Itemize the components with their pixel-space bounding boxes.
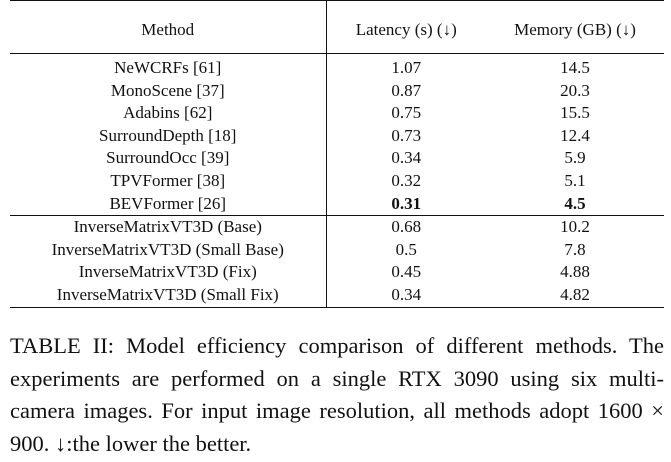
caption-text: Model efficiency comparison of different… xyxy=(10,333,664,456)
cell-method: InverseMatrixVT3D (Small Base) xyxy=(10,238,327,262)
table-row: TPVFormer [38] 0.32 5.1 xyxy=(10,169,664,193)
cell-memory: 10.2 xyxy=(560,217,590,237)
cell-latency: 0.73 xyxy=(391,125,422,145)
table-row: MonoScene [37] 0.87 20.3 xyxy=(10,79,664,103)
cell-latency: 0.5 xyxy=(395,239,417,259)
cell-latency: 0.75 xyxy=(391,103,422,123)
caption-label: TABLE II: xyxy=(10,333,114,358)
cell-memory: 12.4 xyxy=(560,125,590,145)
header-latency: Latency (s) (↓) xyxy=(326,0,486,54)
cell-latency: 1.07 xyxy=(391,58,422,77)
cell-latency: 0.34 xyxy=(391,148,422,168)
cell-latency: 0.32 xyxy=(391,170,422,190)
cell-memory: 4.82 xyxy=(486,283,664,308)
cell-latency: 0.87 xyxy=(391,80,422,100)
cell-memory: 4.5 xyxy=(486,192,664,217)
cell-memory: 14.5 xyxy=(560,58,590,77)
cell-latency: 0.45 xyxy=(391,262,422,282)
cell-method: InverseMatrixVT3D (Base) xyxy=(10,215,327,239)
table-row: InverseMatrixVT3D (Base) 0.68 10.2 xyxy=(10,215,664,239)
header-memory: Memory (GB) (↓) xyxy=(486,0,664,54)
cell-memory: 4.88 xyxy=(560,262,590,282)
cell-latency: 0.31 xyxy=(326,192,486,217)
cell-method: NeWCRFs [61] xyxy=(10,53,327,80)
efficiency-table-container: Method Latency (s) (↓) Memory (GB) (↓) N… xyxy=(10,0,664,308)
cell-method: SurroundDepth [18] xyxy=(10,124,327,148)
table-row: NeWCRFs [61] 1.07 14.5 xyxy=(10,53,664,80)
cell-memory: 5.1 xyxy=(564,170,586,190)
cell-method: TPVFormer [38] xyxy=(10,169,327,193)
table-row: SurroundDepth [18] 0.73 12.4 xyxy=(10,124,664,148)
cell-method: Adabins [62] xyxy=(10,102,327,125)
table-row: SurroundOcc [39] 0.34 5.9 xyxy=(10,147,664,170)
table-row: InverseMatrixVT3D (Small Base) 0.5 7.8 xyxy=(10,238,664,262)
table-row: InverseMatrixVT3D (Fix) 0.45 4.88 xyxy=(10,261,664,284)
cell-method: MonoScene [37] xyxy=(10,79,327,103)
table-body: NeWCRFs [61] 1.07 14.5 MonoScene [37] 0.87 20… xyxy=(10,53,664,308)
table-row: BEVFormer [26] 0.31 4.5 xyxy=(10,192,664,217)
cell-memory: 15.5 xyxy=(560,103,590,123)
efficiency-table: Method Latency (s) (↓) Memory (GB) (↓) N… xyxy=(10,0,664,308)
table-row: Adabins [62] 0.75 15.5 xyxy=(10,102,664,125)
cell-method: BEVFormer [26] xyxy=(10,192,327,217)
table-header-row: Method Latency (s) (↓) Memory (GB) (↓) xyxy=(10,0,664,54)
cell-method: InverseMatrixVT3D (Fix) xyxy=(10,261,327,284)
cell-memory: 20.3 xyxy=(560,80,590,100)
cell-latency: 0.68 xyxy=(391,217,422,237)
cell-latency: 0.34 xyxy=(326,283,486,308)
cell-method: InverseMatrixVT3D (Small Fix) xyxy=(10,283,327,308)
cell-memory: 7.8 xyxy=(564,239,586,259)
cell-memory: 5.9 xyxy=(564,148,586,168)
cell-method: SurroundOcc [39] xyxy=(10,147,327,170)
table-row: InverseMatrixVT3D (Small Fix) 0.34 4.82 xyxy=(10,283,664,308)
header-method: Method xyxy=(10,0,327,54)
table-caption: TABLE II: Model efficiency comparison of… xyxy=(10,330,664,460)
